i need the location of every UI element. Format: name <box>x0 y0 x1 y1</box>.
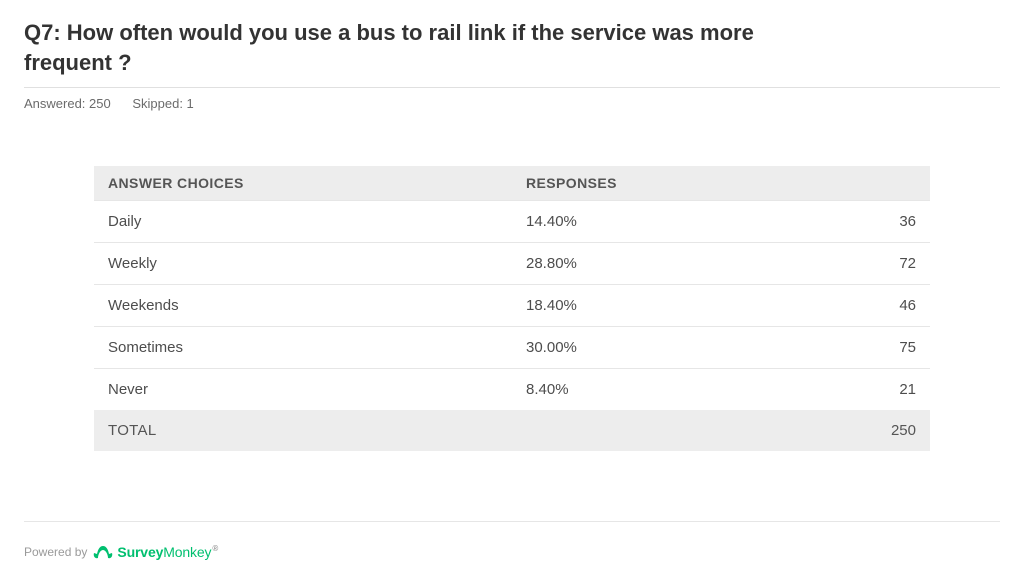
choice-pct: 8.40% <box>512 369 763 411</box>
col-responses-count <box>763 166 930 201</box>
table-row: Daily 14.40% 36 <box>94 201 930 243</box>
choice-pct: 28.80% <box>512 243 763 285</box>
footer-rule <box>24 521 1000 522</box>
table-row: Weekends 18.40% 46 <box>94 285 930 327</box>
choice-pct: 30.00% <box>512 327 763 369</box>
total-count: 250 <box>763 410 930 451</box>
title-rule <box>24 87 1000 88</box>
surveymonkey-icon <box>93 544 113 560</box>
question-title: Q7: How often would you use a bus to rai… <box>24 18 804 77</box>
table-row: Never 8.40% 21 <box>94 369 930 411</box>
table-total-row: TOTAL 250 <box>94 410 930 451</box>
brand-sub: Monkey <box>163 544 211 560</box>
table-row: Sometimes 30.00% 75 <box>94 327 930 369</box>
results-table-wrap: ANSWER CHOICES RESPONSES Daily 14.40% 36… <box>94 166 930 451</box>
skipped-count: Skipped: 1 <box>132 96 193 111</box>
survey-results-page: Q7: How often would you use a bus to rai… <box>0 0 1024 576</box>
surveymonkey-logo: SurveyMonkey® <box>93 544 218 560</box>
choice-count: 36 <box>763 201 930 243</box>
response-meta: Answered: 250 Skipped: 1 <box>24 96 1000 111</box>
total-pct <box>512 410 763 451</box>
choice-count: 72 <box>763 243 930 285</box>
brand-name: SurveyMonkey® <box>117 544 218 560</box>
choice-count: 75 <box>763 327 930 369</box>
footer: Powered by SurveyMonkey® <box>24 544 218 560</box>
table-row: Weekly 28.80% 72 <box>94 243 930 285</box>
col-answer-choices: ANSWER CHOICES <box>94 166 512 201</box>
choice-label: Weekly <box>94 243 512 285</box>
choice-count: 46 <box>763 285 930 327</box>
col-responses: RESPONSES <box>512 166 763 201</box>
table-body: Daily 14.40% 36 Weekly 28.80% 72 Weekend… <box>94 201 930 452</box>
choice-count: 21 <box>763 369 930 411</box>
brand-main: Survey <box>117 544 163 560</box>
choice-label: Never <box>94 369 512 411</box>
choice-label: Sometimes <box>94 327 512 369</box>
powered-by-label: Powered by <box>24 545 87 559</box>
brand-tm: ® <box>212 544 218 553</box>
answered-count: Answered: 250 <box>24 96 111 111</box>
choice-label: Daily <box>94 201 512 243</box>
table-header-row: ANSWER CHOICES RESPONSES <box>94 166 930 201</box>
choice-pct: 14.40% <box>512 201 763 243</box>
choice-label: Weekends <box>94 285 512 327</box>
results-table: ANSWER CHOICES RESPONSES Daily 14.40% 36… <box>94 166 930 451</box>
choice-pct: 18.40% <box>512 285 763 327</box>
total-label: TOTAL <box>94 410 512 451</box>
